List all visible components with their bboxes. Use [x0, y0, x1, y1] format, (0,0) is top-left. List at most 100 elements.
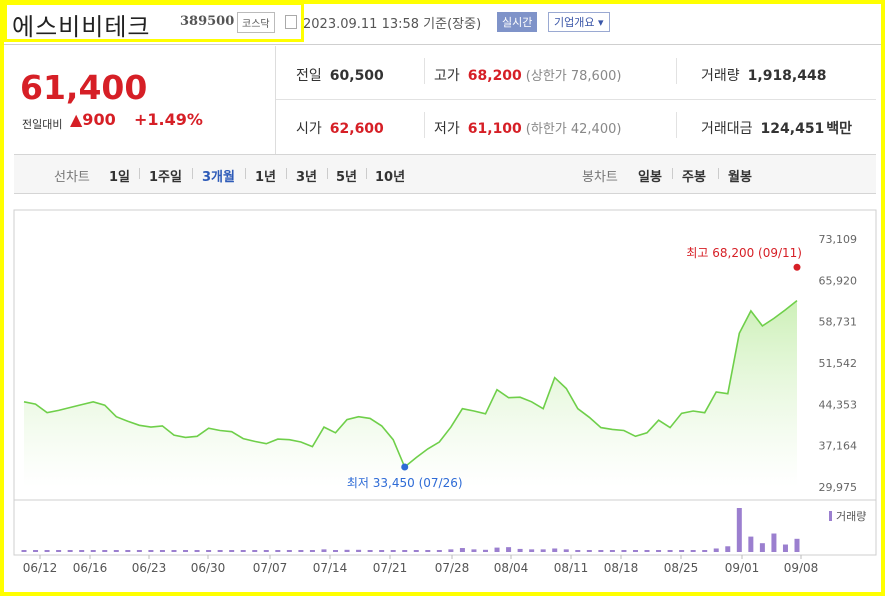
price-line [23, 299, 798, 469]
volume-legend-marker [829, 511, 832, 521]
chart-tabs: 선차트 1일 1주일 3개월 1년 3년 5년 10년 봉차트 일봉 주봉 월봉 [14, 154, 876, 194]
price-change-percent: +1.49% [134, 110, 203, 129]
x-tick-label: 07/14 [313, 561, 348, 575]
volume-bar [459, 548, 465, 552]
stat-label: 저가 [434, 121, 460, 137]
tab-3y[interactable]: 3년 [296, 170, 318, 185]
tab-separator [366, 168, 367, 179]
document-icon[interactable] [285, 15, 297, 29]
volume-bar [333, 550, 339, 552]
volume-bar [482, 549, 488, 552]
volume-bar [644, 550, 650, 552]
max-price-point [793, 263, 801, 271]
volume-bar [298, 550, 304, 552]
stat-sub: (하한가 42,400) [525, 122, 622, 137]
volume-bar [679, 550, 685, 552]
x-tick-label: 09/01 [725, 561, 760, 575]
x-tick-label: 06/12 [23, 561, 58, 575]
volume-bar [748, 536, 754, 552]
volume-bar [252, 550, 258, 552]
max-price-label: 최고 68,200 (09/11) [686, 246, 802, 260]
x-tick-label: 08/11 [554, 561, 589, 575]
stats-divider [276, 99, 876, 100]
tab-10y[interactable]: 10년 [375, 170, 406, 185]
volume-bar [529, 549, 535, 552]
volume-bar [517, 548, 523, 552]
price-area [24, 300, 797, 487]
x-tick-label: 06/23 [132, 561, 167, 575]
y-tick-label: 44,353 [819, 398, 858, 411]
volume-bar [321, 549, 327, 552]
tab-5y[interactable]: 5년 [336, 170, 358, 185]
tab-1d[interactable]: 1일 [109, 170, 131, 185]
stat-open: 시가 62,600 [296, 118, 384, 138]
volume-bar [367, 550, 373, 552]
stat-value: 60,500 [329, 68, 384, 84]
stat-amount: 거래대금 124,451 백만 [701, 118, 852, 138]
stat-label: 고가 [434, 68, 460, 84]
volume-bar [436, 550, 442, 552]
market-badge: 코스닥 [237, 12, 275, 33]
volume-bar [194, 550, 200, 552]
realtime-button[interactable]: 실시간 [497, 12, 538, 32]
volume-bar [159, 550, 165, 552]
stat-value: 124,451 [760, 121, 825, 137]
volume-bar [275, 550, 281, 552]
volume-bar [402, 550, 408, 552]
volume-bar [240, 550, 246, 552]
volume-bar [390, 550, 396, 552]
volume-bar [609, 550, 615, 552]
min-price-label: 최저 33,450 (07/26) [347, 476, 463, 490]
stock-name: 에스비비테크 [12, 13, 151, 41]
volume-bar [263, 550, 269, 552]
volume-bar [67, 550, 73, 552]
volume-bar [471, 549, 477, 552]
x-tick-label: 06/16 [73, 561, 108, 575]
company-info-button[interactable]: 기업개요 ▾ [548, 12, 610, 32]
stat-label: 전일 [296, 68, 322, 84]
volume-bar [494, 547, 500, 552]
volume-bar [136, 550, 142, 552]
volume-bar [183, 550, 189, 552]
volume-bar [690, 550, 696, 552]
tab-separator [192, 168, 193, 179]
x-tick-label: 09/08 [784, 561, 819, 575]
volume-bar [771, 533, 777, 552]
tab-1y[interactable]: 1년 [255, 170, 277, 185]
stock-code: 389500 [180, 14, 235, 29]
candle-chart-label: 봉차트 [582, 170, 618, 185]
volume-bar [586, 550, 592, 552]
volume-bar [736, 508, 742, 552]
tab-separator [327, 168, 328, 179]
volume-bar [171, 550, 177, 552]
stats-separator [424, 112, 425, 138]
stat-low: 저가 61,100 (하한가 42,400) [434, 118, 621, 138]
x-tick-label: 07/21 [373, 561, 408, 575]
volume-bar [506, 547, 512, 552]
price-change: ▲900 [70, 110, 116, 129]
tab-1w[interactable]: 1주일 [149, 170, 182, 185]
tab-weekly-candle[interactable]: 주봉 [682, 170, 706, 185]
volume-bar [309, 550, 315, 552]
volume-bar [563, 549, 569, 552]
tab-monthly-candle[interactable]: 월봉 [728, 170, 752, 185]
tab-separator [245, 168, 246, 179]
volume-bar [79, 550, 85, 552]
x-tick-label: 08/18 [604, 561, 639, 575]
tab-3m[interactable]: 3개월 [202, 170, 235, 185]
volume-bar [217, 550, 223, 552]
volume-bar [356, 549, 362, 552]
volume-bar [113, 550, 119, 552]
volume-bar [56, 550, 62, 552]
volume-bar [759, 543, 765, 552]
line-chart-label: 선차트 [54, 170, 90, 185]
stats-separator [424, 58, 425, 84]
stat-label: 시가 [296, 121, 322, 137]
volume-legend-label: 거래량 [836, 510, 866, 523]
stock-header: 에스비비테크 389500 코스닥 2023.09.11 13:58 기준(장중… [0, 0, 885, 45]
tab-daily-candle[interactable]: 일봉 [638, 170, 662, 185]
current-price: 61,400 [20, 68, 148, 107]
volume-bar [702, 550, 708, 552]
stat-label: 거래량 [701, 68, 740, 84]
